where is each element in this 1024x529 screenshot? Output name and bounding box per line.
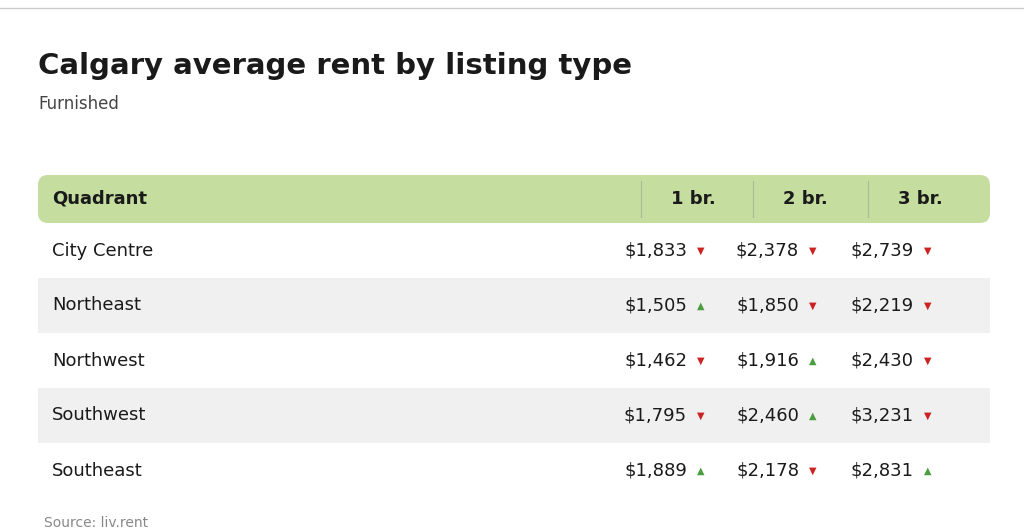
Text: ▼: ▼ — [924, 411, 932, 421]
Text: ▲: ▲ — [809, 411, 816, 421]
Text: ▼: ▼ — [924, 355, 932, 366]
Text: Source: liv.rent: Source: liv.rent — [44, 516, 148, 529]
Text: Northeast: Northeast — [52, 296, 141, 315]
Text: ▲: ▲ — [924, 466, 932, 476]
Text: ▲: ▲ — [697, 466, 705, 476]
Text: City Centre: City Centre — [52, 242, 154, 260]
Text: $1,795: $1,795 — [624, 406, 687, 424]
Text: 2 br.: 2 br. — [782, 190, 827, 208]
Text: 1 br.: 1 br. — [671, 190, 716, 208]
Text: $1,462: $1,462 — [624, 351, 687, 369]
Text: ▼: ▼ — [809, 300, 816, 311]
Text: ▼: ▼ — [809, 245, 816, 256]
Text: $1,850: $1,850 — [736, 296, 799, 315]
Text: Furnished: Furnished — [38, 95, 119, 113]
Text: $1,833: $1,833 — [624, 242, 687, 260]
Text: Northwest: Northwest — [52, 351, 144, 369]
Text: $1,505: $1,505 — [624, 296, 687, 315]
Text: ▲: ▲ — [697, 300, 705, 311]
Text: ▼: ▼ — [697, 355, 705, 366]
Text: ▼: ▼ — [809, 466, 816, 476]
Text: $2,460: $2,460 — [736, 406, 799, 424]
Text: $2,739: $2,739 — [851, 242, 914, 260]
Text: ▲: ▲ — [809, 355, 816, 366]
FancyBboxPatch shape — [38, 175, 990, 223]
Text: ▼: ▼ — [697, 245, 705, 256]
Text: ▼: ▼ — [924, 300, 932, 311]
Text: $2,831: $2,831 — [851, 461, 914, 479]
Text: $2,178: $2,178 — [736, 461, 799, 479]
Bar — [38, 388, 990, 443]
Text: $1,916: $1,916 — [736, 351, 799, 369]
Text: 3 br.: 3 br. — [898, 190, 942, 208]
Text: Quadrant: Quadrant — [52, 190, 147, 208]
Text: ▼: ▼ — [924, 245, 932, 256]
Text: $1,889: $1,889 — [624, 461, 687, 479]
Bar — [38, 278, 990, 333]
Text: Southeast: Southeast — [52, 461, 142, 479]
Text: ▼: ▼ — [697, 411, 705, 421]
Text: Southwest: Southwest — [52, 406, 146, 424]
Text: $3,231: $3,231 — [851, 406, 914, 424]
Text: $2,430: $2,430 — [851, 351, 914, 369]
Text: Calgary average rent by listing type: Calgary average rent by listing type — [38, 52, 632, 80]
Text: $2,378: $2,378 — [736, 242, 799, 260]
Text: $2,219: $2,219 — [851, 296, 914, 315]
